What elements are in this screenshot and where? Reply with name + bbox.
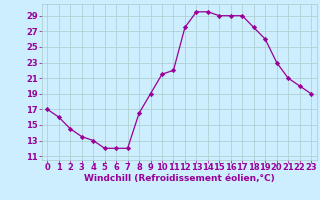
X-axis label: Windchill (Refroidissement éolien,°C): Windchill (Refroidissement éolien,°C): [84, 174, 275, 183]
